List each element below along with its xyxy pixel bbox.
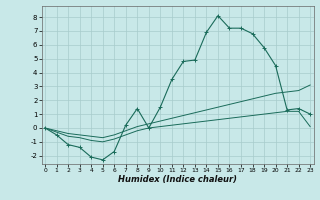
X-axis label: Humidex (Indice chaleur): Humidex (Indice chaleur): [118, 175, 237, 184]
